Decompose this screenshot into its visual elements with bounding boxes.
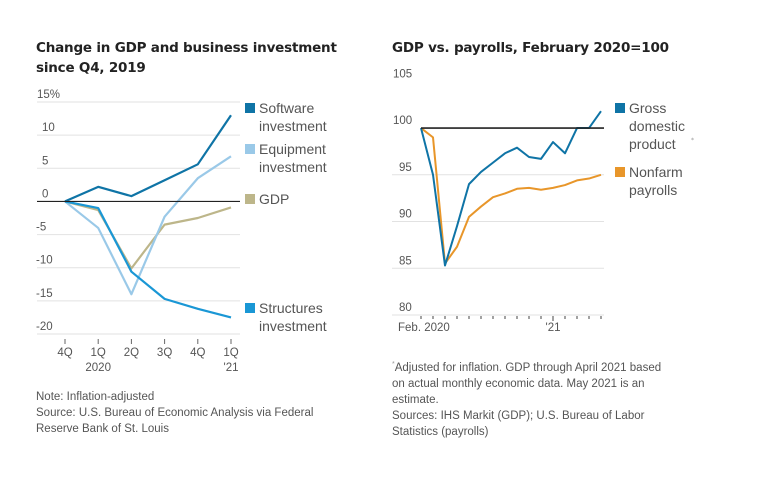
y-tick-label: -10 <box>36 255 53 267</box>
y-tick-label: 100 <box>393 115 412 127</box>
series-line-software-investment <box>64 114 232 203</box>
left-chart: 15% 10 5 0 -5 -10 -15 -20 4Q 1Q 2020 2Q 3Q 4Q 1Q '21 Sof… <box>36 89 327 374</box>
legend-swatch <box>245 103 255 113</box>
y-tick-label: -20 <box>36 321 53 333</box>
right-note-line: estimate. <box>392 393 439 406</box>
right-note-text: Adjusted for inflation. GDP through Apri… <box>394 361 662 374</box>
left-title-line1: Change in GDP and business investment <box>36 40 337 56</box>
legend-swatch <box>245 144 255 154</box>
x-tick-label: 2Q <box>124 347 139 359</box>
y-tick-label: 105 <box>393 68 412 80</box>
right-chart-title: GDP vs. payrolls, February 2020=100 <box>392 40 669 56</box>
legend-label: investment <box>259 159 327 175</box>
legend-swatch <box>245 194 255 204</box>
y-tick-label: 95 <box>399 162 412 174</box>
x-tick-sublabel: '21 <box>224 362 239 374</box>
right-notes: *Adjusted for inflation. GDP through Apr… <box>392 357 661 440</box>
legend-label: investment <box>259 118 327 134</box>
y-tick-label: -5 <box>36 222 46 234</box>
series-line-structures-investment <box>64 200 232 319</box>
left-chart-title: Change in GDP and business investment si… <box>36 38 337 78</box>
series-line-payrolls <box>420 127 602 265</box>
y-tick-label: -15 <box>36 288 53 300</box>
right-chart: 105 100 95 90 85 80 Feb. 2020 '21 Gross domestic p… <box>392 68 694 334</box>
legend-label: Gross <box>629 100 666 116</box>
y-tick-label: 80 <box>399 302 412 314</box>
right-source-line: Statistics (payrolls) <box>392 425 489 438</box>
legend-swatch <box>615 167 625 177</box>
legend-label: GDP <box>259 191 289 207</box>
y-tick-label: 10 <box>42 122 55 134</box>
x-tick-label: 3Q <box>157 347 172 359</box>
series-line-equipment-investment <box>64 155 232 296</box>
y-tick-label: 15% <box>37 89 60 101</box>
legend-label: product <box>629 136 676 152</box>
legend-label: payrolls <box>629 182 677 198</box>
x-tick-label: 1Q <box>223 347 238 359</box>
x-tick-label: 4Q <box>190 347 205 359</box>
y-tick-label: 5 <box>42 155 48 167</box>
right-note-line: *Adjusted for inflation. GDP through Apr… <box>392 357 661 376</box>
legend-label: domestic <box>629 118 685 134</box>
x-tick-label: 4Q <box>57 347 72 359</box>
left-notes: Note: Inflation-adjusted Source: U.S. Bu… <box>36 389 313 437</box>
legend-label: Nonfarm <box>629 164 683 180</box>
x-tick-label: 1Q <box>91 347 106 359</box>
x-tick-label: Feb. 2020 <box>398 322 450 334</box>
y-tick-label: 0 <box>42 188 48 200</box>
legend-label: Software <box>259 100 314 116</box>
series-line-gdp <box>420 110 602 267</box>
legend-label: Structures <box>259 300 323 316</box>
footnote-marker: * <box>392 361 395 368</box>
legend-label: investment <box>259 318 327 334</box>
legend-label: Equipment <box>259 141 326 157</box>
y-tick-label: 90 <box>399 209 412 221</box>
legend-swatch <box>245 303 255 313</box>
y-tick-label: 85 <box>399 255 412 267</box>
left-source-line: Reserve Bank of St. Louis <box>36 423 169 435</box>
left-note-line: Note: Inflation-adjusted <box>36 391 155 403</box>
left-source-line: Source: U.S. Bureau of Economic Analysis… <box>36 407 314 419</box>
right-source-line: Sources: IHS Markit (GDP); U.S. Bureau o… <box>392 409 645 422</box>
x-tick-label: '21 <box>546 322 561 334</box>
legend-swatch <box>615 103 625 113</box>
right-note-line: on actual monthly economic data. May 202… <box>392 377 645 390</box>
x-tick-sublabel: 2020 <box>85 362 111 374</box>
footnote-marker: * <box>691 137 694 144</box>
series-line-gdp <box>64 200 232 270</box>
left-title-line2: since Q4, 2019 <box>36 60 146 76</box>
